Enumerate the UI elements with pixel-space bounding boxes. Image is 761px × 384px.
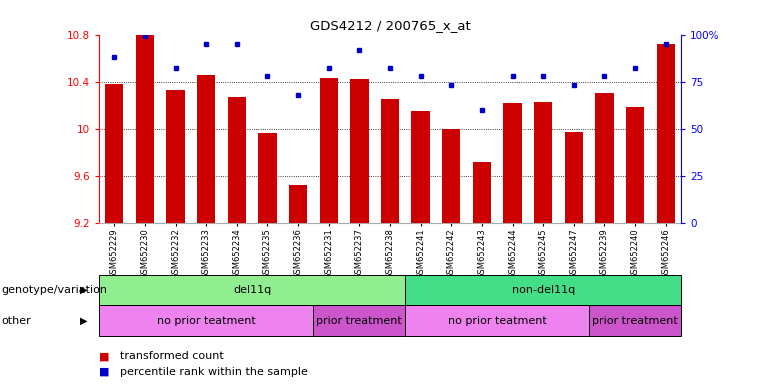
Title: GDS4212 / 200765_x_at: GDS4212 / 200765_x_at bbox=[310, 19, 470, 32]
Text: del11q: del11q bbox=[233, 285, 271, 295]
Text: non-del11q: non-del11q bbox=[511, 285, 575, 295]
Bar bbox=[534, 102, 552, 223]
Text: other: other bbox=[2, 316, 31, 326]
Text: percentile rank within the sample: percentile rank within the sample bbox=[120, 367, 308, 377]
Bar bbox=[657, 44, 675, 223]
Text: genotype/variation: genotype/variation bbox=[2, 285, 107, 295]
Text: ■: ■ bbox=[99, 351, 110, 361]
Text: no prior teatment: no prior teatment bbox=[157, 316, 256, 326]
Text: prior treatment: prior treatment bbox=[317, 316, 403, 326]
Text: transformed count: transformed count bbox=[120, 351, 224, 361]
Bar bbox=[406, 275, 681, 305]
Text: ▶: ▶ bbox=[80, 316, 88, 326]
Bar bbox=[105, 84, 123, 223]
Bar bbox=[406, 305, 589, 336]
Bar bbox=[503, 103, 522, 223]
Text: ▶: ▶ bbox=[80, 285, 88, 295]
Text: ■: ■ bbox=[99, 367, 110, 377]
Bar bbox=[258, 133, 277, 223]
Bar bbox=[99, 275, 406, 305]
Bar bbox=[589, 305, 681, 336]
Bar bbox=[412, 111, 430, 223]
Bar bbox=[626, 108, 645, 223]
Text: prior treatment: prior treatment bbox=[592, 316, 678, 326]
Bar bbox=[565, 132, 583, 223]
Bar bbox=[314, 305, 406, 336]
Text: no prior teatment: no prior teatment bbox=[448, 316, 546, 326]
Bar bbox=[99, 305, 314, 336]
Bar bbox=[228, 97, 246, 223]
Bar bbox=[473, 162, 491, 223]
Bar bbox=[442, 129, 460, 223]
Bar bbox=[135, 35, 154, 223]
Bar bbox=[595, 93, 613, 223]
Bar bbox=[167, 90, 185, 223]
Bar bbox=[350, 79, 368, 223]
Bar bbox=[289, 185, 307, 223]
Bar bbox=[320, 78, 338, 223]
Bar bbox=[197, 74, 215, 223]
Bar bbox=[380, 99, 400, 223]
